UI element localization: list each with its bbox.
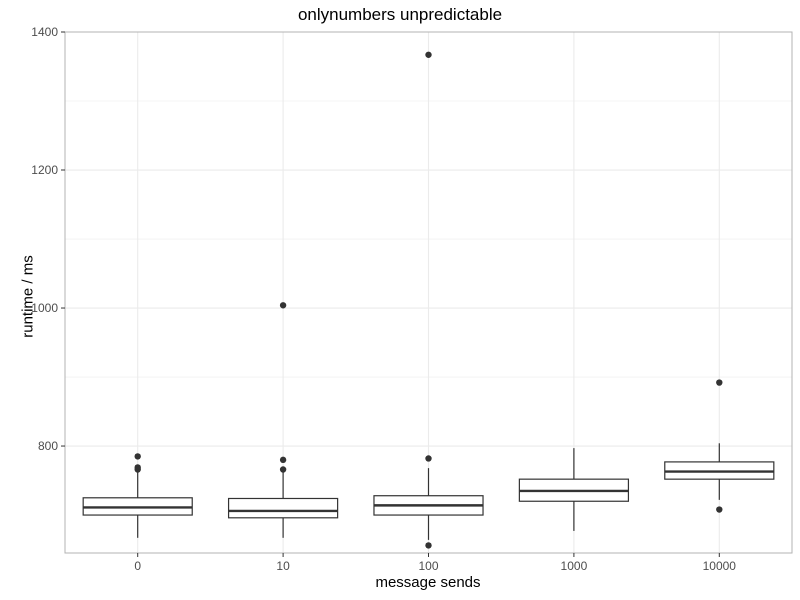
outlier-point	[425, 455, 432, 462]
y-tick-label: 1000	[31, 301, 58, 315]
y-tick-label: 1200	[31, 163, 58, 177]
y-tick-label: 800	[38, 439, 58, 453]
box-group	[373, 51, 484, 549]
y-tick-label: 1400	[31, 25, 58, 39]
x-tick-label: 10000	[703, 559, 737, 573]
box	[227, 497, 339, 519]
box-group	[664, 379, 775, 513]
outlier-point	[716, 379, 723, 386]
outlier-point	[279, 302, 287, 309]
box-group	[518, 448, 630, 531]
outlier-point	[425, 51, 432, 58]
x-tick-label: 100	[418, 559, 438, 573]
outlier-point	[716, 506, 723, 513]
box-group	[82, 453, 193, 538]
x-axis-label: message sends	[375, 574, 481, 591]
outlier-point	[279, 466, 287, 473]
x-tick-label: 1000	[561, 559, 588, 573]
x-tick-label: 10	[276, 559, 290, 573]
x-tick-label: 0	[134, 559, 141, 573]
axis-ticks-layer: 800 1000 1200 1400 0 10 100 1000 10000	[31, 25, 736, 573]
box-group	[227, 302, 339, 538]
chart-title: onlynumbers unpredictable	[297, 5, 503, 24]
outlier-point	[279, 456, 287, 464]
outlier-point	[134, 466, 141, 473]
boxes-layer	[82, 51, 775, 549]
outlier-point	[425, 542, 432, 549]
y-axis-label: runtime / ms	[19, 255, 37, 338]
outlier-point	[134, 453, 141, 460]
